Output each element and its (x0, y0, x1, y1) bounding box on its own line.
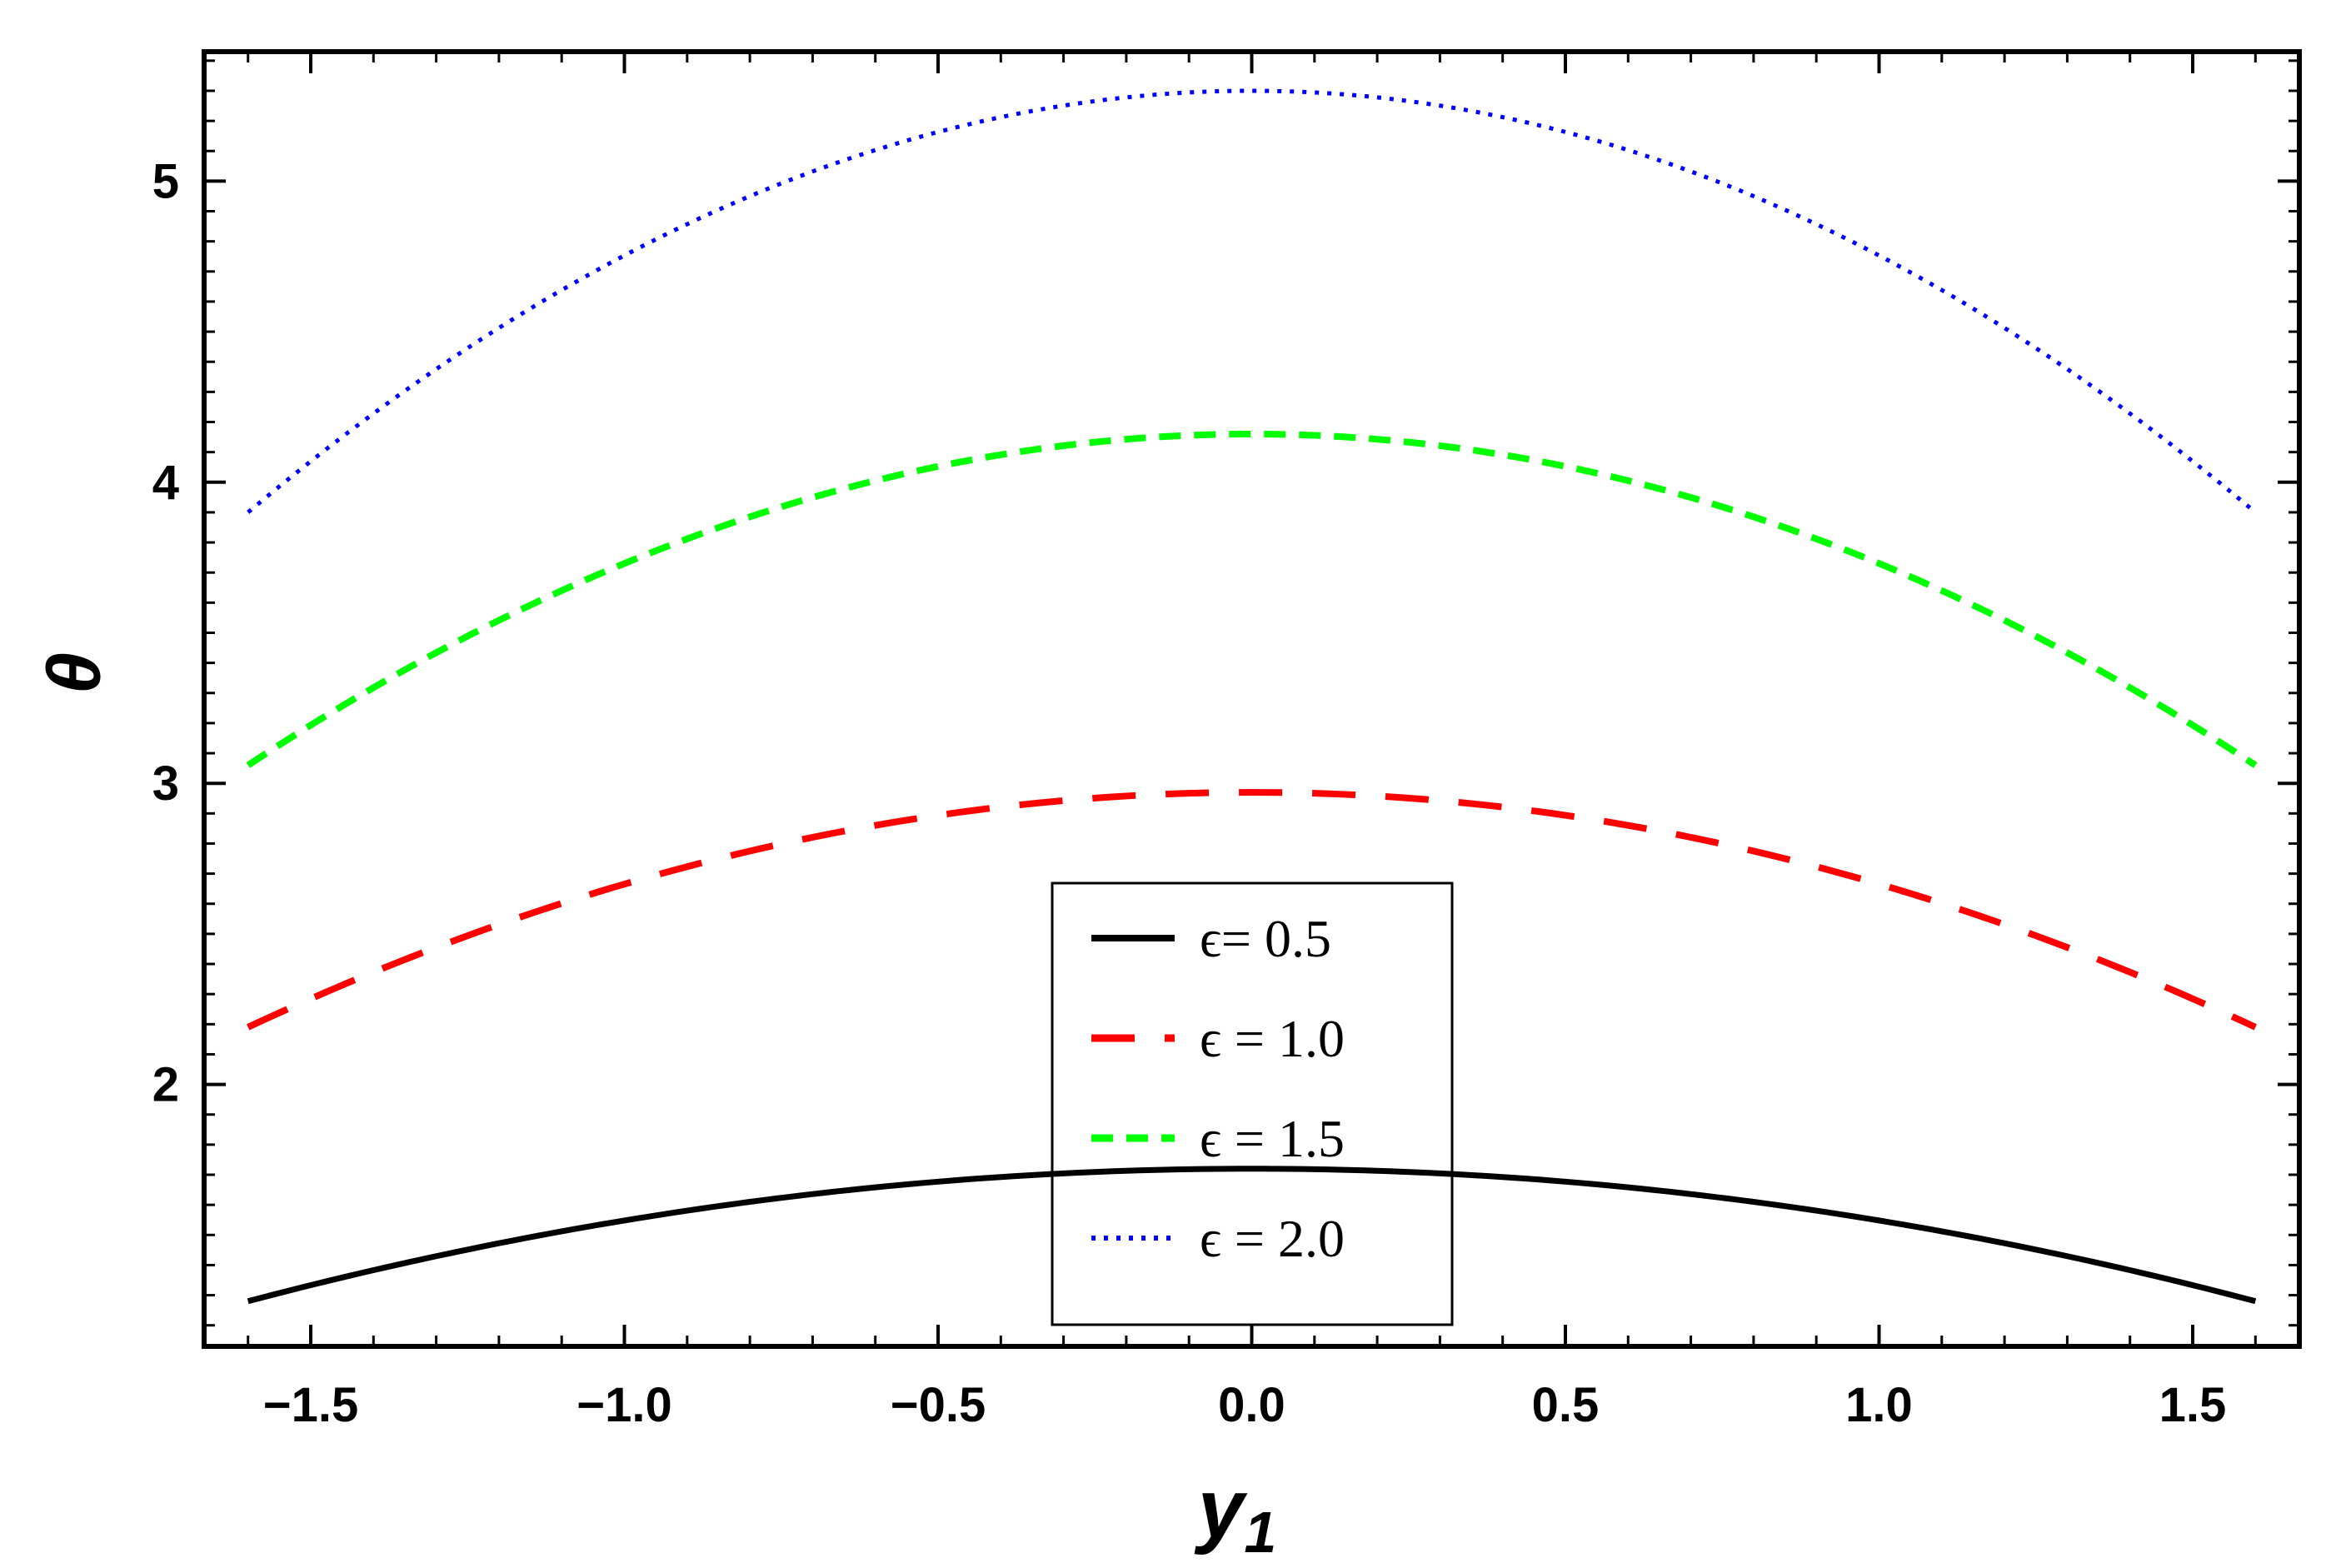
y-tick-label: 2 (152, 1058, 179, 1112)
x-tick-label: −1.0 (577, 1378, 672, 1432)
x-tick-label: −0.5 (891, 1378, 986, 1432)
axis-ticks (204, 52, 2299, 1346)
legend: ϵ= 0.5 ϵ = 1.0 ϵ = 1.5 ϵ = 2.0 (1051, 881, 1454, 1326)
legend-label-4: ϵ = 2.0 (1200, 1209, 1345, 1268)
y-tick-label: 3 (152, 757, 179, 811)
x-tick-label: 1.0 (1845, 1378, 1913, 1432)
x-axis-label: y1 (1194, 1462, 1277, 1565)
y-tick-label: 5 (152, 154, 179, 208)
tick-labels: −1.5 −1.0 −0.5 0.0 0.5 1.0 1.5 2 3 4 5 (152, 154, 2227, 1432)
y-tick-label: 4 (152, 456, 179, 510)
x-tick-label: 0.5 (1532, 1378, 1600, 1432)
x-tick-label: −1.5 (263, 1378, 359, 1432)
y-axis-label: θ (33, 652, 117, 694)
series-lines (246, 88, 2258, 1305)
series-line-1 (247, 1166, 2257, 1305)
legend-label-1: ϵ= 0.5 (1200, 909, 1331, 968)
series-line-3 (246, 430, 2258, 768)
legend-box (1051, 881, 1454, 1326)
x-tick-label: 1.5 (2159, 1378, 2227, 1432)
legend-label-2: ϵ = 1.0 (1200, 1009, 1345, 1068)
x-tick-label: 0.0 (1218, 1378, 1285, 1432)
legend-label-3: ϵ = 1.5 (1200, 1109, 1345, 1168)
series-line-4 (247, 88, 2257, 514)
series-line-2 (247, 789, 2257, 1031)
